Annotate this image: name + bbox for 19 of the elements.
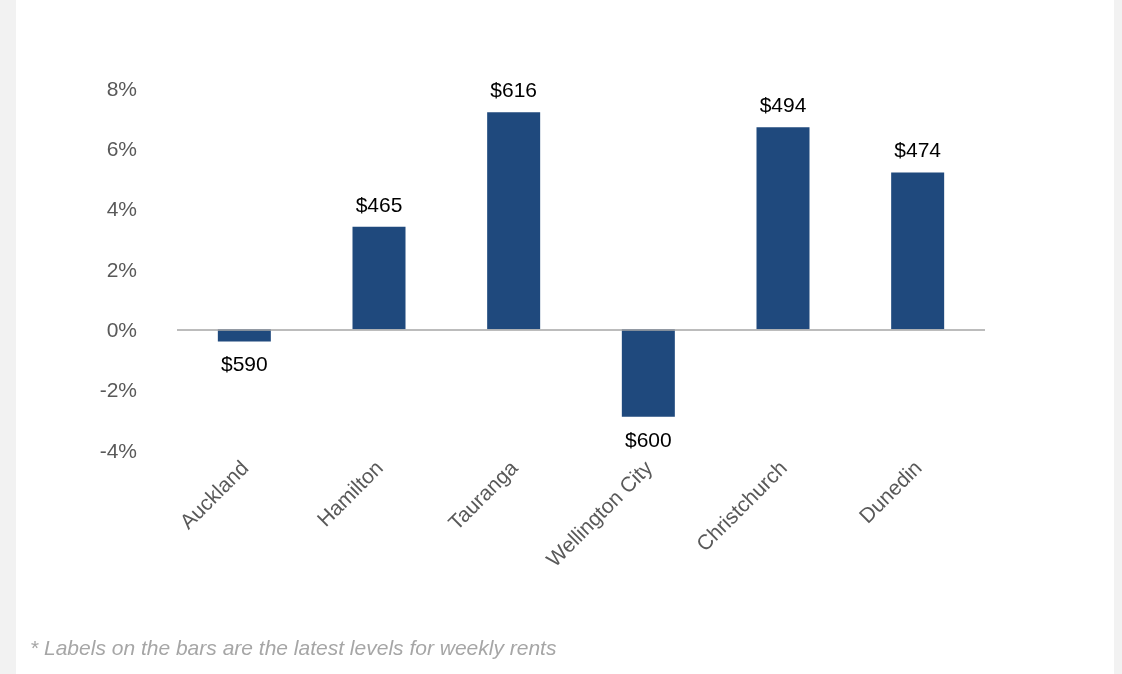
annotation: $465 xyxy=(355,192,403,216)
y-tick-label: -2% xyxy=(99,378,137,402)
annotation: $600 xyxy=(624,427,672,451)
y-tick-label: 4% xyxy=(106,197,137,221)
annotation: $616 xyxy=(490,78,538,102)
annotation: $590 xyxy=(220,352,268,376)
bar xyxy=(891,172,945,330)
y-tick-label: -4% xyxy=(99,438,137,462)
annotation: $474 xyxy=(894,138,942,162)
annotation: $494 xyxy=(759,93,807,117)
bar xyxy=(621,329,675,417)
bar xyxy=(756,127,810,330)
y-tick-label: 0% xyxy=(106,317,137,341)
y-tick-label: 2% xyxy=(106,257,137,281)
y-tick-label: 6% xyxy=(106,136,137,160)
bar xyxy=(352,226,406,330)
y-tick-label: 8% xyxy=(106,76,137,100)
text: * Labels on the bars are the latest levels for weekly rents xyxy=(30,636,557,660)
bar xyxy=(487,112,541,330)
